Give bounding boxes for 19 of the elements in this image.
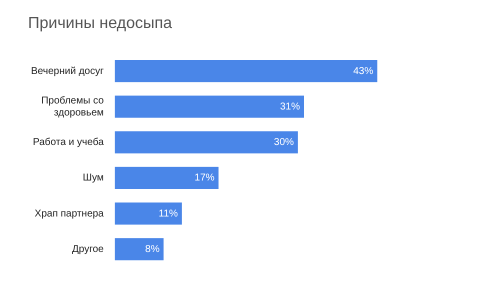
y-tick-label: Шум <box>82 172 104 184</box>
data-label: 43% <box>353 66 374 77</box>
bar <box>114 238 164 260</box>
bar <box>114 131 298 154</box>
data-label: 31% <box>280 101 300 112</box>
bar <box>114 60 378 82</box>
y-tick-label: Другое <box>72 244 104 255</box>
y-tick-label: Проблемы со здоровьем <box>41 95 104 118</box>
chart-title: Причины недосыпа <box>28 15 172 32</box>
bar <box>114 96 304 118</box>
bar <box>114 166 219 189</box>
y-tick-label: Работа и учеба <box>32 137 104 148</box>
y-tick-label: Вечерний досуг <box>31 66 104 77</box>
data-label: 8% <box>145 244 160 255</box>
data-label: 17% <box>194 172 215 184</box>
data-label: 11% <box>158 208 178 220</box>
bar <box>114 202 182 225</box>
y-tick-label: Храп партнера <box>34 208 104 220</box>
data-label: 30% <box>274 137 294 148</box>
